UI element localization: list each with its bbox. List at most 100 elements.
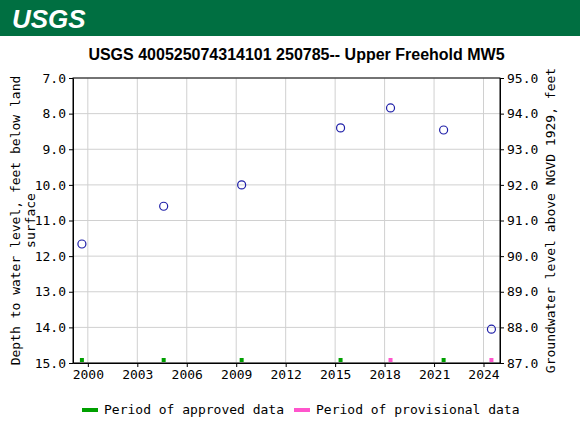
data-point	[440, 126, 448, 134]
y2-axis-tick-label: 92.0	[507, 178, 538, 193]
grid-line-y	[73, 113, 500, 114]
y-axis-tick: 14.0	[35, 320, 73, 335]
grid-line-y	[73, 149, 500, 150]
x-axis-tick: 2021	[419, 363, 450, 382]
legend-label: Period of provisional data	[316, 402, 520, 417]
y2-axis-tick-label: 90.0	[507, 249, 538, 264]
x-axis-tick: 2003	[122, 363, 153, 382]
period-marker	[80, 358, 84, 362]
y-axis-tick: 12.0	[35, 249, 73, 264]
y-axis-tick-mark	[69, 363, 73, 364]
data-point	[238, 181, 246, 189]
x-axis-tick-label: 2000	[73, 367, 104, 382]
y-axis-tick-label: 8.0	[43, 106, 66, 121]
y-axis-tick-mark	[69, 149, 73, 150]
y2-axis-tick-label: 93.0	[507, 142, 538, 157]
y-axis-tick: 15.0	[35, 356, 73, 371]
y-axis-tick-mark	[69, 114, 73, 115]
data-point	[387, 104, 395, 112]
legend-swatch	[82, 408, 98, 412]
y2-axis-tick-label: 88.0	[507, 320, 538, 335]
y2-axis-tick: 93.0	[500, 142, 538, 157]
y-axis: 7.0 8.0 9.0 10.0 11.0 12.0 13.0 14.0 15.0	[35, 71, 74, 371]
y2-axis-tick-mark	[500, 292, 504, 293]
title: USGS 400525074314101 250785-- Upper Free…	[88, 46, 504, 63]
grid-line-y	[73, 327, 500, 328]
period-marker	[489, 358, 493, 362]
y2-axis-tick: 92.0	[500, 178, 538, 193]
y-axis-tick-label: 15.0	[35, 356, 66, 371]
y-axis-tick-label: 11.0	[35, 213, 66, 228]
y-axis-tick-mark	[69, 256, 73, 257]
legend-label: Period of approved data	[104, 402, 284, 417]
y2-axis-tick: 94.0	[500, 106, 538, 121]
x-axis-tick: 2000	[73, 363, 104, 382]
data-point	[487, 325, 495, 333]
data-point	[160, 202, 168, 210]
y2-axis-tick: 88.0	[500, 320, 538, 335]
x-axis-tick-label: 2021	[419, 367, 450, 382]
y-axis-tick-mark	[69, 292, 73, 293]
y-axis-title: Depth to water level, feet below landsur…	[8, 76, 38, 366]
grid-line-y	[73, 291, 500, 292]
x-axis-tick-label: 2009	[221, 367, 252, 382]
y2-axis-tick: 95.0	[500, 71, 538, 86]
x-axis-tick: 2012	[271, 363, 302, 382]
y2-axis-tick-label: 91.0	[507, 213, 538, 228]
period-marker	[339, 358, 343, 362]
y2-axis-tick-label: 95.0	[507, 71, 538, 86]
x-axis-tick-label: 2024	[468, 367, 499, 382]
period-marker	[389, 358, 393, 362]
y-axis-tick-label: 9.0	[43, 142, 66, 157]
chart: USGSUSGS 400525074314101 250785-- Upper …	[0, 0, 580, 430]
y-axis-tick: 8.0	[43, 106, 73, 121]
grid-line-y	[73, 256, 500, 257]
x-axis-tick-label: 2012	[271, 367, 302, 382]
legend-swatch	[294, 408, 310, 412]
y2-axis: 87.0 88.0 89.0 90.0 91.0 92.0 93.0 94.0 95.0	[500, 71, 538, 371]
y-axis-tick-label: 13.0	[35, 284, 66, 299]
x-axis-tick: 2015	[320, 363, 351, 382]
header-bar	[0, 0, 580, 36]
x-axis-tick: 2009	[221, 363, 252, 382]
y-axis-tick: 9.0	[43, 142, 73, 157]
y2-axis-tick: 87.0	[500, 356, 538, 371]
data-point	[78, 240, 86, 248]
y-axis-tick: 13.0	[35, 284, 73, 299]
y-axis-title-line: surface	[23, 193, 38, 248]
grid-line-y	[73, 184, 500, 185]
y2-axis-tick-mark	[500, 256, 504, 257]
data-point	[337, 124, 345, 132]
y-axis-tick-label: 10.0	[35, 178, 66, 193]
legend: Period of approved data Period of provisi…	[82, 402, 520, 417]
y-axis-tick: 10.0	[35, 178, 73, 193]
y-axis-tick: 7.0	[43, 71, 73, 86]
x-axis-tick-label: 2003	[122, 367, 153, 382]
y2-axis-tick-label: 87.0	[507, 356, 538, 371]
y-axis-tick-mark	[69, 185, 73, 186]
y2-axis-tick-mark	[500, 363, 504, 364]
plot-area	[78, 104, 496, 362]
plot-frame	[73, 78, 500, 363]
grid-line-y	[73, 220, 500, 221]
x-axis-tick: 2018	[369, 363, 400, 382]
y-axis-tick-label: 7.0	[43, 71, 66, 86]
period-marker	[240, 358, 244, 362]
y2-axis-tick-mark	[500, 221, 504, 222]
y-axis-tick-label: 12.0	[35, 249, 66, 264]
y2-axis-tick-label: 94.0	[507, 106, 538, 121]
grid	[73, 78, 500, 363]
y-axis-tick-mark	[69, 221, 73, 222]
y2-axis-title: Groundwater level above NGVD 1929, feet	[543, 68, 558, 373]
x-axis-tick: 2024	[468, 363, 499, 382]
y2-axis-tick-label: 89.0	[507, 284, 538, 299]
x-axis-tick-label: 2018	[369, 367, 400, 382]
y-axis-title-line: Depth to water level, feet below land	[8, 76, 23, 366]
period-marker	[162, 358, 166, 362]
y2-axis-tick-mark	[500, 114, 504, 115]
x-axis-tick: 2006	[172, 363, 203, 382]
y-axis-tick-label: 14.0	[35, 320, 66, 335]
y-axis-tick-mark	[69, 78, 73, 79]
y2-axis-tick: 91.0	[500, 213, 538, 228]
x-axis-tick-label: 2006	[172, 367, 203, 382]
